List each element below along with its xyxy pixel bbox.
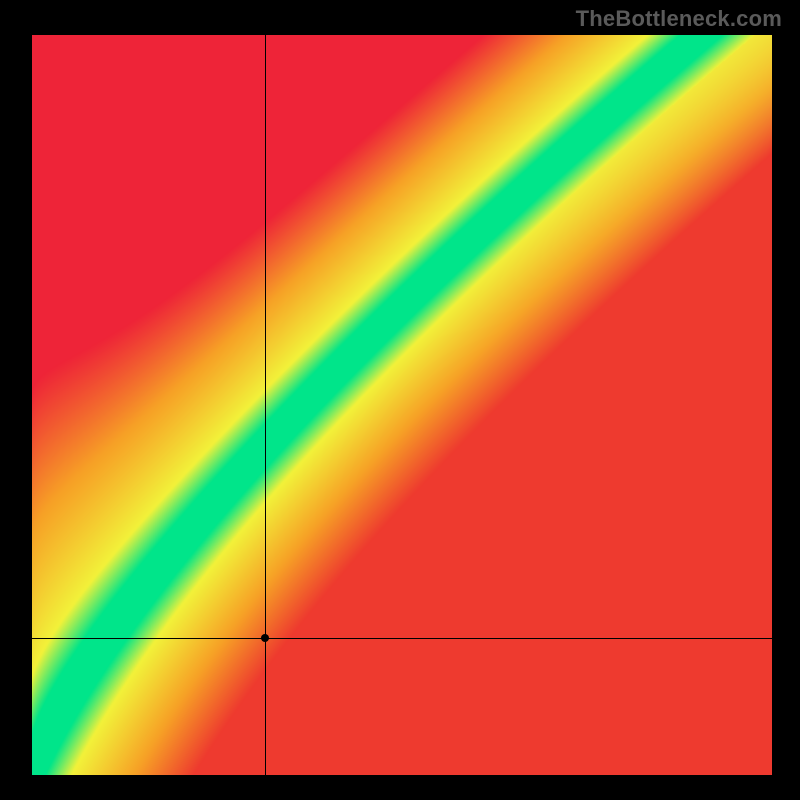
crosshair-marker (261, 634, 269, 642)
crosshair-horizontal (32, 638, 772, 639)
crosshair-vertical (265, 35, 266, 775)
chart-container: TheBottleneck.com (0, 0, 800, 800)
watermark-text: TheBottleneck.com (576, 6, 782, 32)
heatmap-frame (32, 35, 772, 775)
heatmap-canvas (32, 35, 772, 775)
